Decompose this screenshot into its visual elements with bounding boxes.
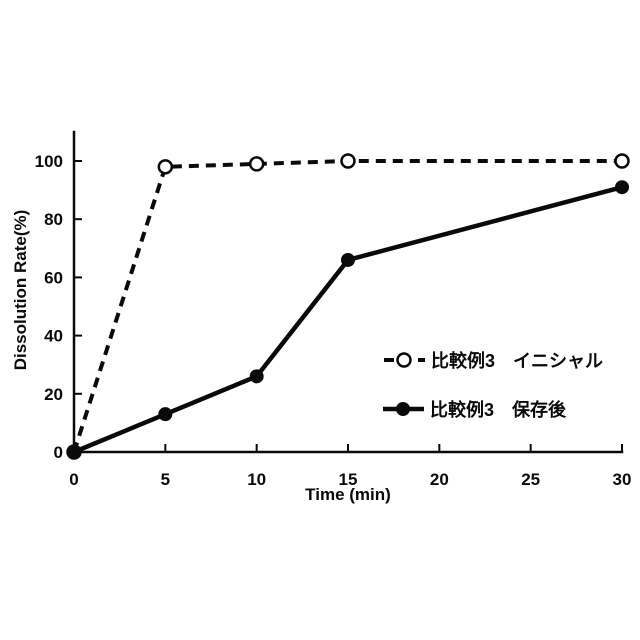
open-circle-marker xyxy=(614,153,630,169)
x-tick-label: 15 xyxy=(339,470,358,489)
open-circle-marker xyxy=(157,159,174,175)
legend-filled-circle-icon xyxy=(396,402,410,416)
series-plot xyxy=(66,153,630,460)
legend: 比較例3 イニシャル 比較例3 保存後 xyxy=(383,350,603,420)
x-tick-label: 20 xyxy=(430,470,449,489)
x-tick-label: 0 xyxy=(69,470,78,489)
legend-label-initial: 比較例3 イニシャル xyxy=(431,350,603,371)
legend-item-initial: 比較例3 イニシャル xyxy=(384,350,603,371)
y-tick-label: 80 xyxy=(44,210,63,229)
y-axis-title: Dissolution Rate(%) xyxy=(11,210,30,371)
x-tick-label: 30 xyxy=(613,470,632,489)
y-tick-label: 60 xyxy=(44,268,63,287)
y-tick-label: 100 xyxy=(35,152,63,171)
y-tick-label: 20 xyxy=(44,385,63,404)
filled-circle-marker xyxy=(341,252,355,267)
legend-item-after-storage: 比較例3 保存後 xyxy=(383,399,567,420)
filled-circle-marker xyxy=(158,407,173,422)
tick-labels: 0 20 40 60 80 100 0 5 10 15 20 25 30 xyxy=(35,152,632,489)
filled-circle-marker xyxy=(615,180,629,195)
axes xyxy=(72,130,624,454)
x-tick-label: 5 xyxy=(161,470,170,489)
y-tick-label: 40 xyxy=(44,327,63,346)
y-tick-label: 0 xyxy=(54,443,63,462)
filled-circle-marker xyxy=(67,445,81,459)
filled-circle-marker xyxy=(249,369,264,384)
x-axis-title: Time (min) xyxy=(305,485,391,504)
open-circle-marker xyxy=(248,156,265,172)
legend-open-circle-icon xyxy=(396,352,412,368)
legend-label-after-storage: 比較例3 保存後 xyxy=(430,399,567,420)
open-circle-marker xyxy=(340,153,356,169)
x-tick-label: 10 xyxy=(247,470,266,489)
x-tick-label: 25 xyxy=(521,470,540,489)
